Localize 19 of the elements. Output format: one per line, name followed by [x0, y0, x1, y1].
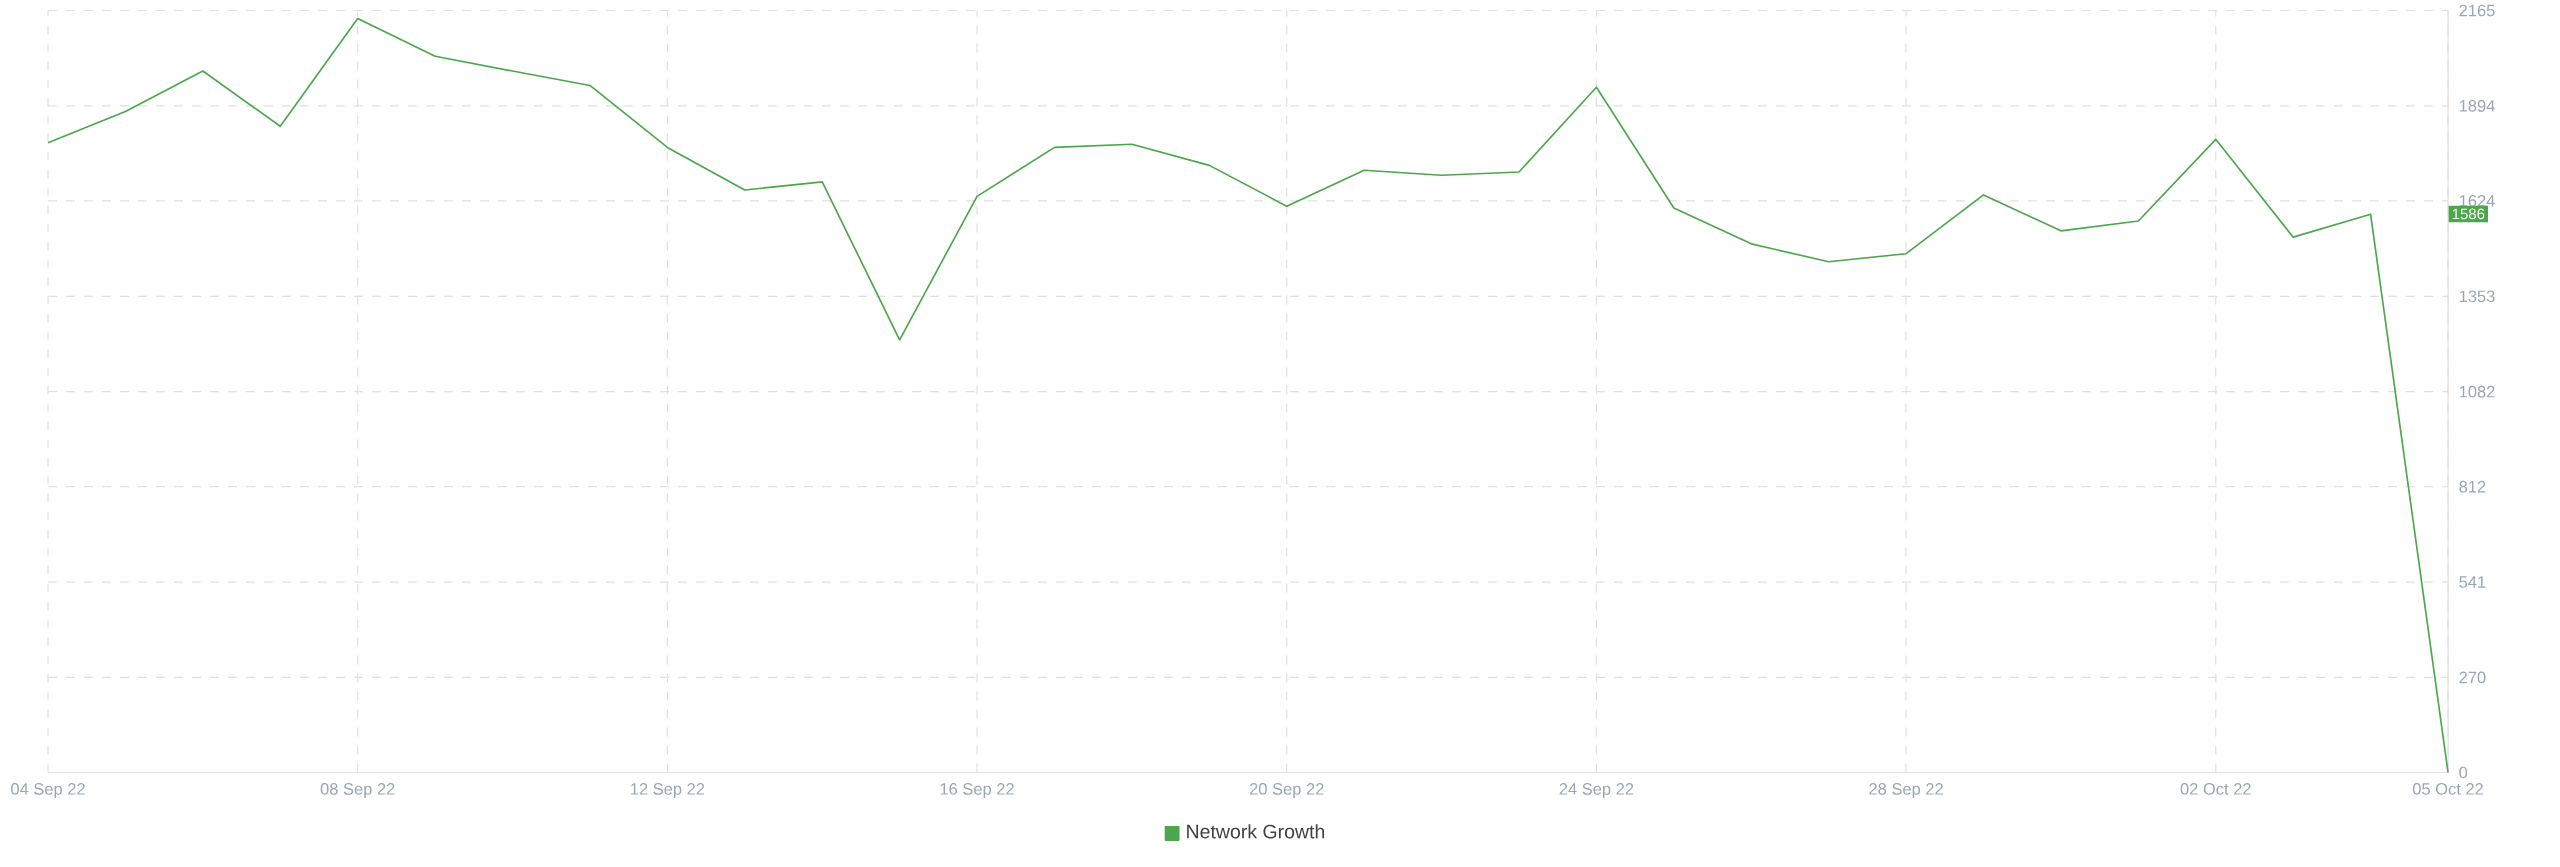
x-tick-label: 12 Sep 22 [631, 783, 705, 799]
x-tick-label: 05 Oct 22 [2412, 783, 2483, 795]
y-tick-label: 812 [2459, 480, 2486, 493]
y-tick-label: 270 [2459, 671, 2486, 684]
x-tick-label: 28 Sep 22 [1869, 783, 1943, 799]
x-tick-label: 04 Sep 22 [11, 783, 85, 799]
x-tick-label: 24 Sep 22 [1559, 783, 1634, 799]
y-tick-label: 541 [2459, 576, 2486, 588]
y-tick-label: 1082 [2459, 385, 2495, 398]
x-tick-label: 02 Oct 22 [2180, 783, 2251, 795]
x-tick-label: 16 Sep 22 [940, 783, 1014, 799]
text: 1586 [2452, 208, 2485, 220]
y-tick-label: 1353 [2459, 290, 2495, 303]
y-tick-label: 0 [2459, 766, 2468, 779]
x-tick-label: 20 Sep 22 [1249, 783, 1324, 799]
legend-label: Network Growth [1187, 824, 1325, 839]
y-tick-label: 2165 [2459, 4, 2495, 17]
y-tick-label: 1894 [2459, 100, 2495, 112]
x-tick-label: 08 Sep 22 [320, 783, 395, 799]
